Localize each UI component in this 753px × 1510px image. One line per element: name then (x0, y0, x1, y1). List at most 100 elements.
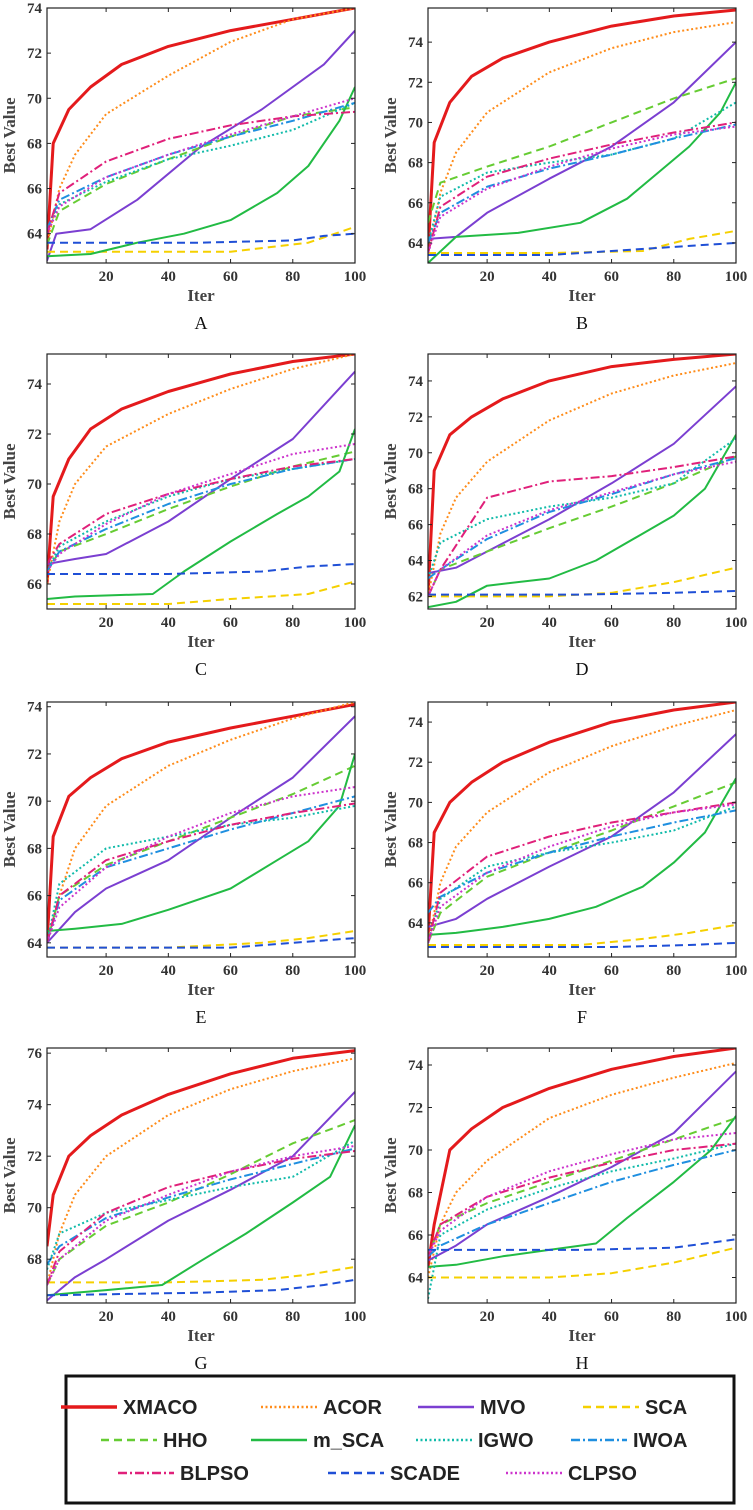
y-tick-label: 70 (408, 446, 423, 462)
panel-B: 20 40 60 80 100 64 66 68 70 72 74 Iter Best Value B (381, 7, 748, 333)
series-line-scade (428, 590, 736, 596)
x-tick-label: 20 (480, 269, 495, 285)
series-line-m-sca (47, 753, 355, 932)
y-tick-label: 68 (408, 1186, 423, 1202)
series-line-m-sca (428, 434, 736, 609)
y-tick-label: 68 (27, 841, 42, 857)
legend-label: BLPSO (180, 1463, 249, 1485)
legend-item-m-sca: m_SCA (251, 1430, 384, 1452)
y-tick-label: 64 (408, 236, 424, 252)
series-line-blpso (47, 1150, 355, 1286)
y-tick-label: 72 (27, 46, 42, 62)
y-tick-label: 74 (408, 374, 424, 390)
y-tick-label: 74 (408, 1058, 424, 1074)
series-line-mvo (428, 385, 736, 575)
y-tick-label: 68 (27, 527, 42, 543)
legend-item-xmaco: XMACO (61, 1397, 197, 1419)
series-line-clpso (428, 1132, 736, 1257)
legend-label: HHO (163, 1430, 207, 1452)
y-tick-label: 72 (408, 755, 423, 771)
series-line-acor (47, 1057, 355, 1286)
x-tick-label: 40 (161, 1309, 176, 1325)
y-tick-label: 74 (27, 1098, 43, 1114)
legend-label: CLPSO (568, 1463, 637, 1485)
series-line-m-sca (428, 777, 736, 936)
legend-item-acor: ACOR (261, 1397, 382, 1419)
series-line-xmaco (428, 8, 736, 254)
series-line-xmaco (428, 702, 736, 937)
series-line-xmaco (47, 702, 355, 943)
y-axis-label: Best Value (381, 443, 400, 519)
series-line-igwo (47, 1139, 355, 1270)
series-line-igwo (47, 458, 355, 572)
y-tick-label: 74 (27, 1, 43, 17)
series-line-m-sca (47, 428, 355, 600)
x-axis-label: Iter (187, 632, 215, 651)
x-tick-label: 100 (725, 269, 748, 285)
y-axis-label: Best Value (381, 791, 400, 867)
y-tick-label: 64 (27, 936, 43, 952)
y-tick-label: 64 (408, 554, 424, 570)
x-tick-label: 40 (542, 1309, 557, 1325)
series-line-hho (47, 450, 355, 573)
x-tick-label: 40 (161, 269, 176, 285)
x-tick-label: 20 (480, 1309, 495, 1325)
series-line-igwo (428, 1142, 736, 1299)
panel-label: A (195, 313, 208, 333)
x-axis-label: Iter (187, 1326, 215, 1345)
series-line-mvo (47, 29, 355, 262)
y-axis-label: Best Value (0, 1137, 19, 1213)
plot-frame (427, 353, 737, 610)
series-line-sca (428, 229, 736, 254)
series-line-igwo (428, 805, 736, 944)
x-tick-label: 80 (666, 615, 681, 631)
y-tick-label: 64 (27, 227, 43, 243)
y-tick-label: 68 (27, 136, 42, 152)
panel-A: 20 40 60 80 100 64 66 68 70 72 74 Iter Best Value A (0, 1, 366, 333)
legend-label: SCADE (390, 1463, 460, 1485)
x-tick-label: 100 (344, 1309, 367, 1325)
series-line-igwo (428, 101, 736, 244)
y-axis-label: Best Value (381, 1137, 400, 1213)
series-line-m-sca (47, 1124, 355, 1297)
y-tick-label: 62 (408, 589, 423, 605)
legend-item-scade: SCADE (328, 1463, 460, 1485)
x-tick-label: 60 (604, 615, 619, 631)
series-line-hho (428, 1117, 736, 1257)
panel-label: H (576, 1353, 589, 1373)
y-tick-label: 74 (408, 715, 424, 731)
panel-E: 20 40 60 80 100 64 66 68 70 72 74 Iter Best Value E (0, 700, 366, 1027)
series-line-iwoa (47, 458, 355, 573)
y-tick-label: 74 (27, 377, 43, 393)
x-tick-label: 60 (604, 963, 619, 979)
panel-F: 20 40 60 80 100 64 66 68 70 72 74 Iter Best Value F (381, 701, 748, 1027)
x-axis-label: Iter (187, 980, 215, 999)
series-line-clpso (47, 786, 355, 944)
series-line-sca (47, 1265, 355, 1284)
y-tick-label: 68 (408, 156, 423, 172)
series-line-scade (47, 232, 355, 244)
x-tick-label: 20 (99, 963, 114, 979)
series-line-mvo (428, 41, 736, 240)
x-axis-label: Iter (187, 286, 215, 305)
legend-label: IGWO (478, 1430, 534, 1452)
x-axis-label: Iter (568, 286, 596, 305)
legend-label: MVO (480, 1397, 526, 1419)
x-tick-label: 100 (344, 615, 367, 631)
series-line-hho (428, 455, 736, 597)
series-line-blpso (47, 110, 355, 234)
legend-label: m_SCA (313, 1430, 384, 1452)
x-tick-label: 100 (725, 963, 748, 979)
series-line-hho (47, 764, 355, 944)
legend-item-igwo: IGWO (416, 1430, 534, 1452)
series-line-blpso (428, 1142, 736, 1257)
y-tick-label: 76 (27, 1046, 43, 1062)
y-tick-label: 72 (27, 747, 42, 763)
y-tick-label: 70 (408, 795, 423, 811)
series-line-clpso (428, 803, 736, 944)
series-line-igwo (47, 804, 355, 944)
plot-frame (427, 1047, 737, 1304)
x-tick-label: 20 (480, 963, 495, 979)
series-line-iwoa (428, 809, 736, 914)
